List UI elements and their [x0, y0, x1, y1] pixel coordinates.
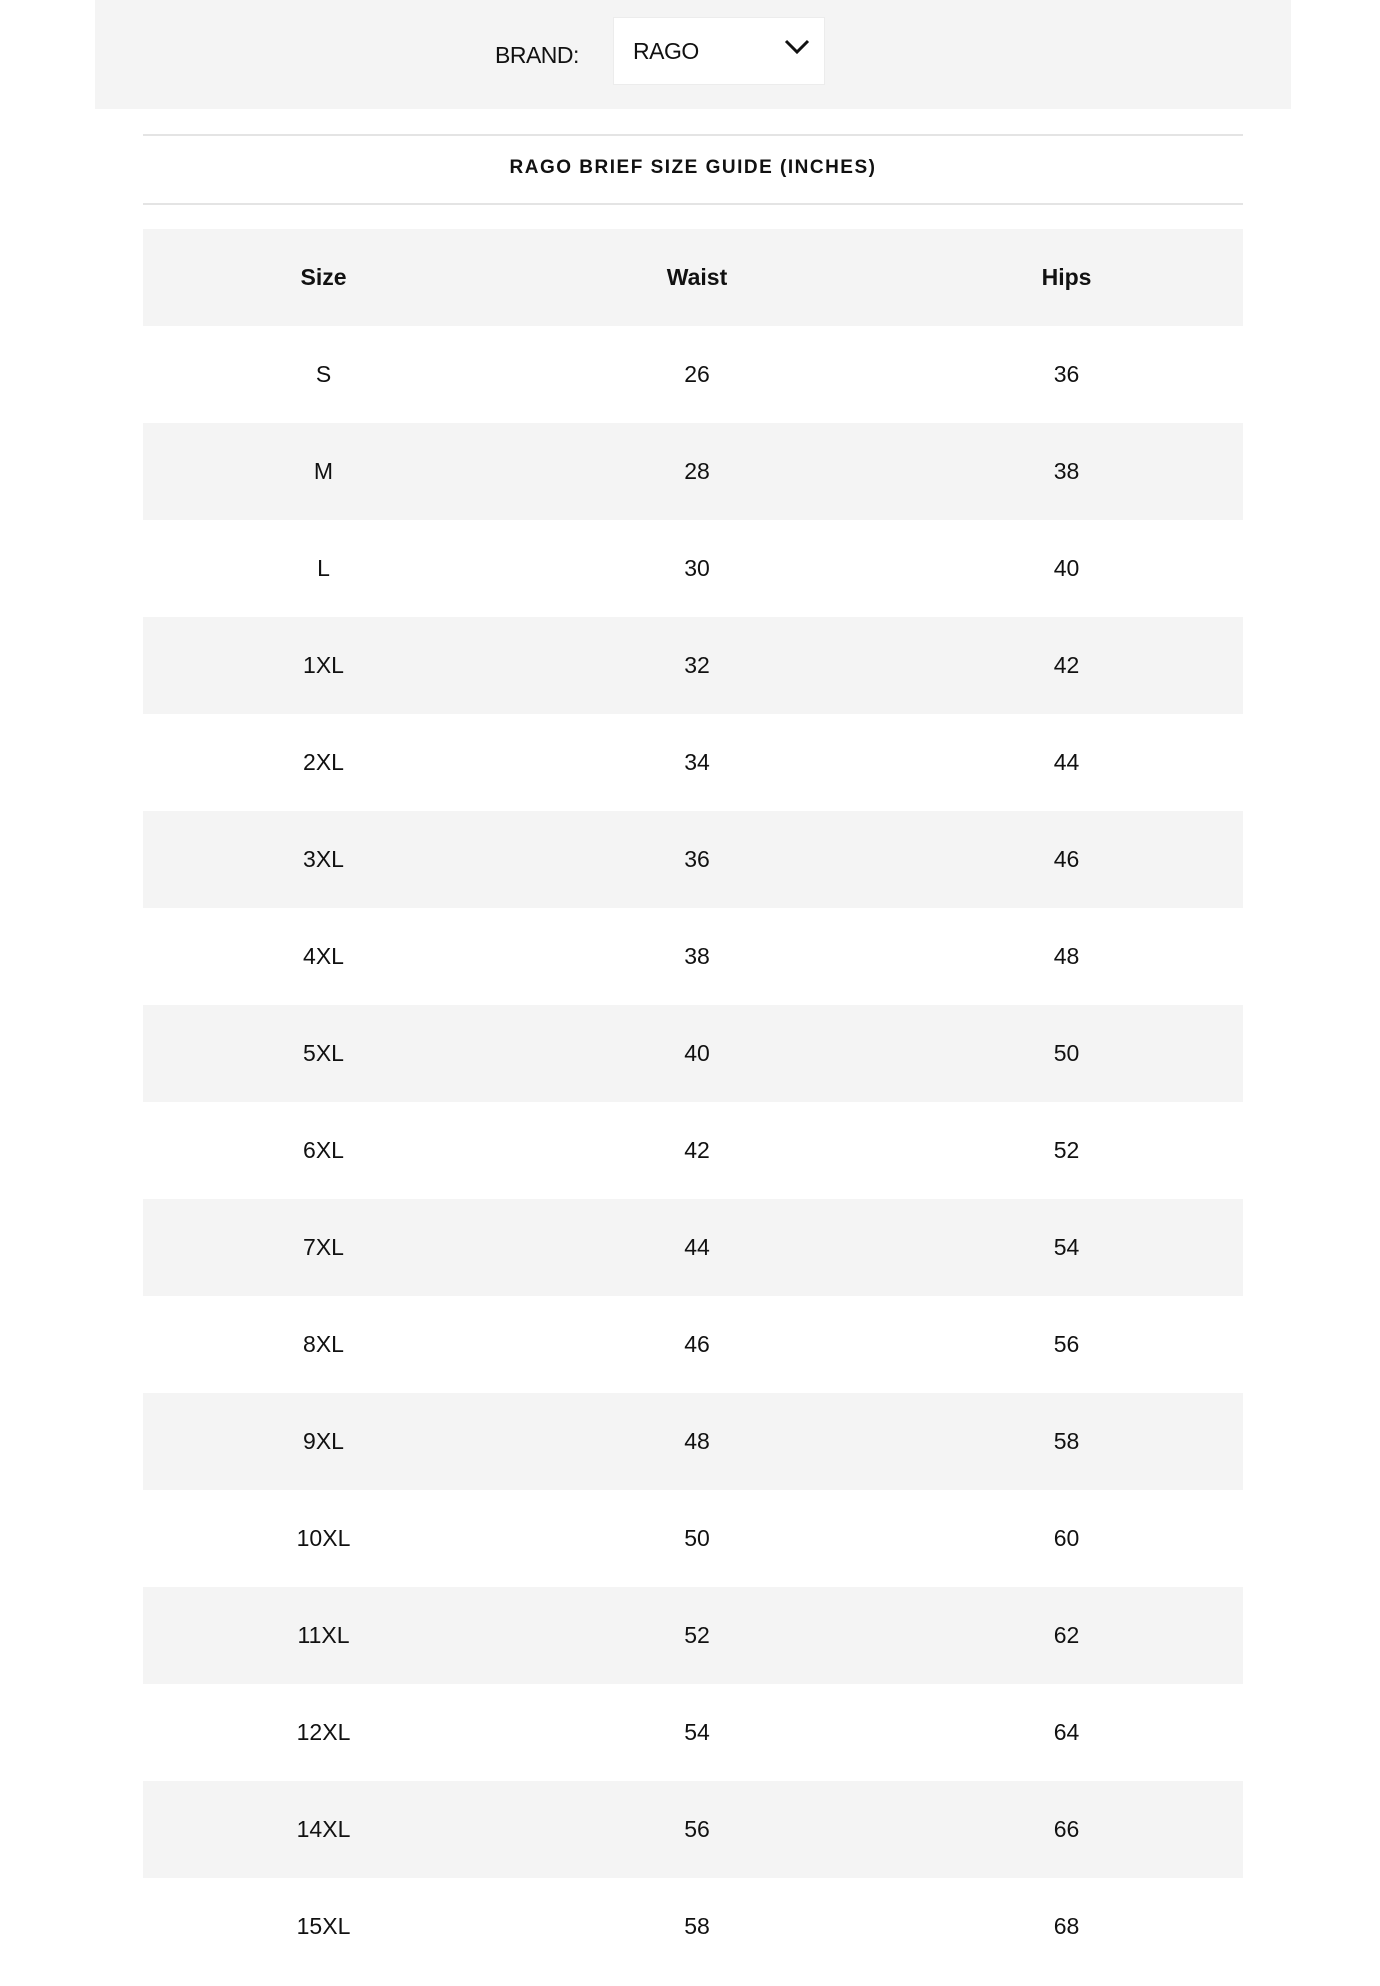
chevron-down-icon: [784, 39, 810, 55]
table-row: 7XL 44 54: [143, 1199, 1243, 1296]
hips-cell: 36: [1053, 361, 1080, 387]
divider-bottom: [143, 203, 1243, 205]
size-cell: 15XL: [296, 1913, 351, 1939]
waist-cell: 56: [684, 1816, 710, 1842]
size-guide-title: RAGO BRIEF SIZE GUIDE (INCHES): [509, 157, 877, 178]
brand-select[interactable]: RAGO: [613, 17, 825, 85]
table-row: S 26 36: [143, 326, 1243, 423]
waist-cell: 26: [684, 361, 710, 387]
size-cell: 2XL: [303, 749, 344, 775]
table-row: 15XL 58 68: [143, 1878, 1243, 1975]
size-cell: 6XL: [303, 1137, 344, 1163]
hips-cell: 50: [1053, 1040, 1080, 1066]
waist-cell: 58: [684, 1913, 710, 1939]
size-cell: 3XL: [303, 846, 344, 872]
table-row: 14XL 56 66: [143, 1781, 1243, 1878]
table-row: 3XL 36 46: [143, 811, 1243, 908]
size-cell: 14XL: [296, 1816, 351, 1842]
table-header-row: Size Waist Hips: [143, 229, 1243, 326]
hips-cell: 60: [1053, 1525, 1080, 1551]
hips-cell: 56: [1053, 1331, 1080, 1357]
waist-cell: 32: [684, 652, 710, 678]
hips-cell: 64: [1053, 1719, 1080, 1745]
size-guide-table: Size Waist Hips S 26 36 M 28 38 L 30 40 1XL 32 42 2X…: [143, 229, 1243, 1975]
table-row: M 28 38: [143, 423, 1243, 520]
waist-cell: 40: [684, 1040, 710, 1066]
table-row: 10XL 50 60: [143, 1490, 1243, 1587]
table-row: 6XL 42 52: [143, 1102, 1243, 1199]
table-row: 1XL 32 42: [143, 617, 1243, 714]
table-row: 2XL 34 44: [143, 714, 1243, 811]
hips-cell: 48: [1053, 943, 1080, 969]
hips-cell: 62: [1053, 1622, 1080, 1648]
header-size: Size: [300, 264, 347, 290]
size-cell: 11XL: [297, 1622, 350, 1648]
waist-cell: 38: [684, 943, 710, 969]
size-cell: 9XL: [303, 1428, 344, 1454]
waist-cell: 30: [684, 555, 710, 581]
waist-cell: 34: [684, 749, 710, 775]
header-waist: Waist: [666, 264, 728, 290]
hips-cell: 40: [1053, 555, 1080, 581]
table-row: 5XL 40 50: [143, 1005, 1243, 1102]
size-cell: M: [313, 458, 334, 484]
hips-cell: 38: [1053, 458, 1080, 484]
size-cell: 10XL: [296, 1525, 351, 1551]
table-row: 12XL 54 64: [143, 1684, 1243, 1781]
divider-top: [143, 134, 1243, 136]
size-cell: 4XL: [303, 943, 344, 969]
hips-cell: 52: [1053, 1137, 1080, 1163]
hips-cell: 68: [1053, 1913, 1080, 1939]
table-row: 4XL 38 48: [143, 908, 1243, 1005]
waist-cell: 42: [684, 1137, 710, 1163]
waist-cell: 48: [684, 1428, 710, 1454]
size-cell: 1XL: [303, 652, 344, 678]
size-cell: 12XL: [296, 1719, 351, 1745]
brand-select-value: RAGO: [633, 38, 699, 64]
brand-filter-bar: BRAND: RAGO: [95, 0, 1291, 109]
hips-cell: 46: [1053, 846, 1080, 872]
size-cell: 8XL: [303, 1331, 344, 1357]
hips-cell: 42: [1053, 652, 1080, 678]
size-cell: L: [317, 555, 330, 581]
waist-cell: 28: [684, 458, 710, 484]
header-hips: Hips: [1041, 264, 1092, 290]
hips-cell: 58: [1053, 1428, 1080, 1454]
waist-cell: 52: [684, 1622, 710, 1648]
hips-cell: 66: [1053, 1816, 1080, 1842]
table-row: 9XL 48 58: [143, 1393, 1243, 1490]
waist-cell: 54: [684, 1719, 710, 1745]
hips-cell: 54: [1053, 1234, 1080, 1260]
table-row: L 30 40: [143, 520, 1243, 617]
size-cell: 5XL: [303, 1040, 344, 1066]
size-cell: 7XL: [303, 1234, 344, 1260]
waist-cell: 46: [684, 1331, 710, 1357]
brand-label: BRAND:: [495, 42, 579, 68]
waist-cell: 36: [684, 846, 710, 872]
waist-cell: 44: [684, 1234, 710, 1260]
waist-cell: 50: [684, 1525, 710, 1551]
table-row: 11XL 52 62: [143, 1587, 1243, 1684]
hips-cell: 44: [1053, 749, 1080, 775]
table-row: 8XL 46 56: [143, 1296, 1243, 1393]
size-cell: S: [315, 361, 332, 387]
